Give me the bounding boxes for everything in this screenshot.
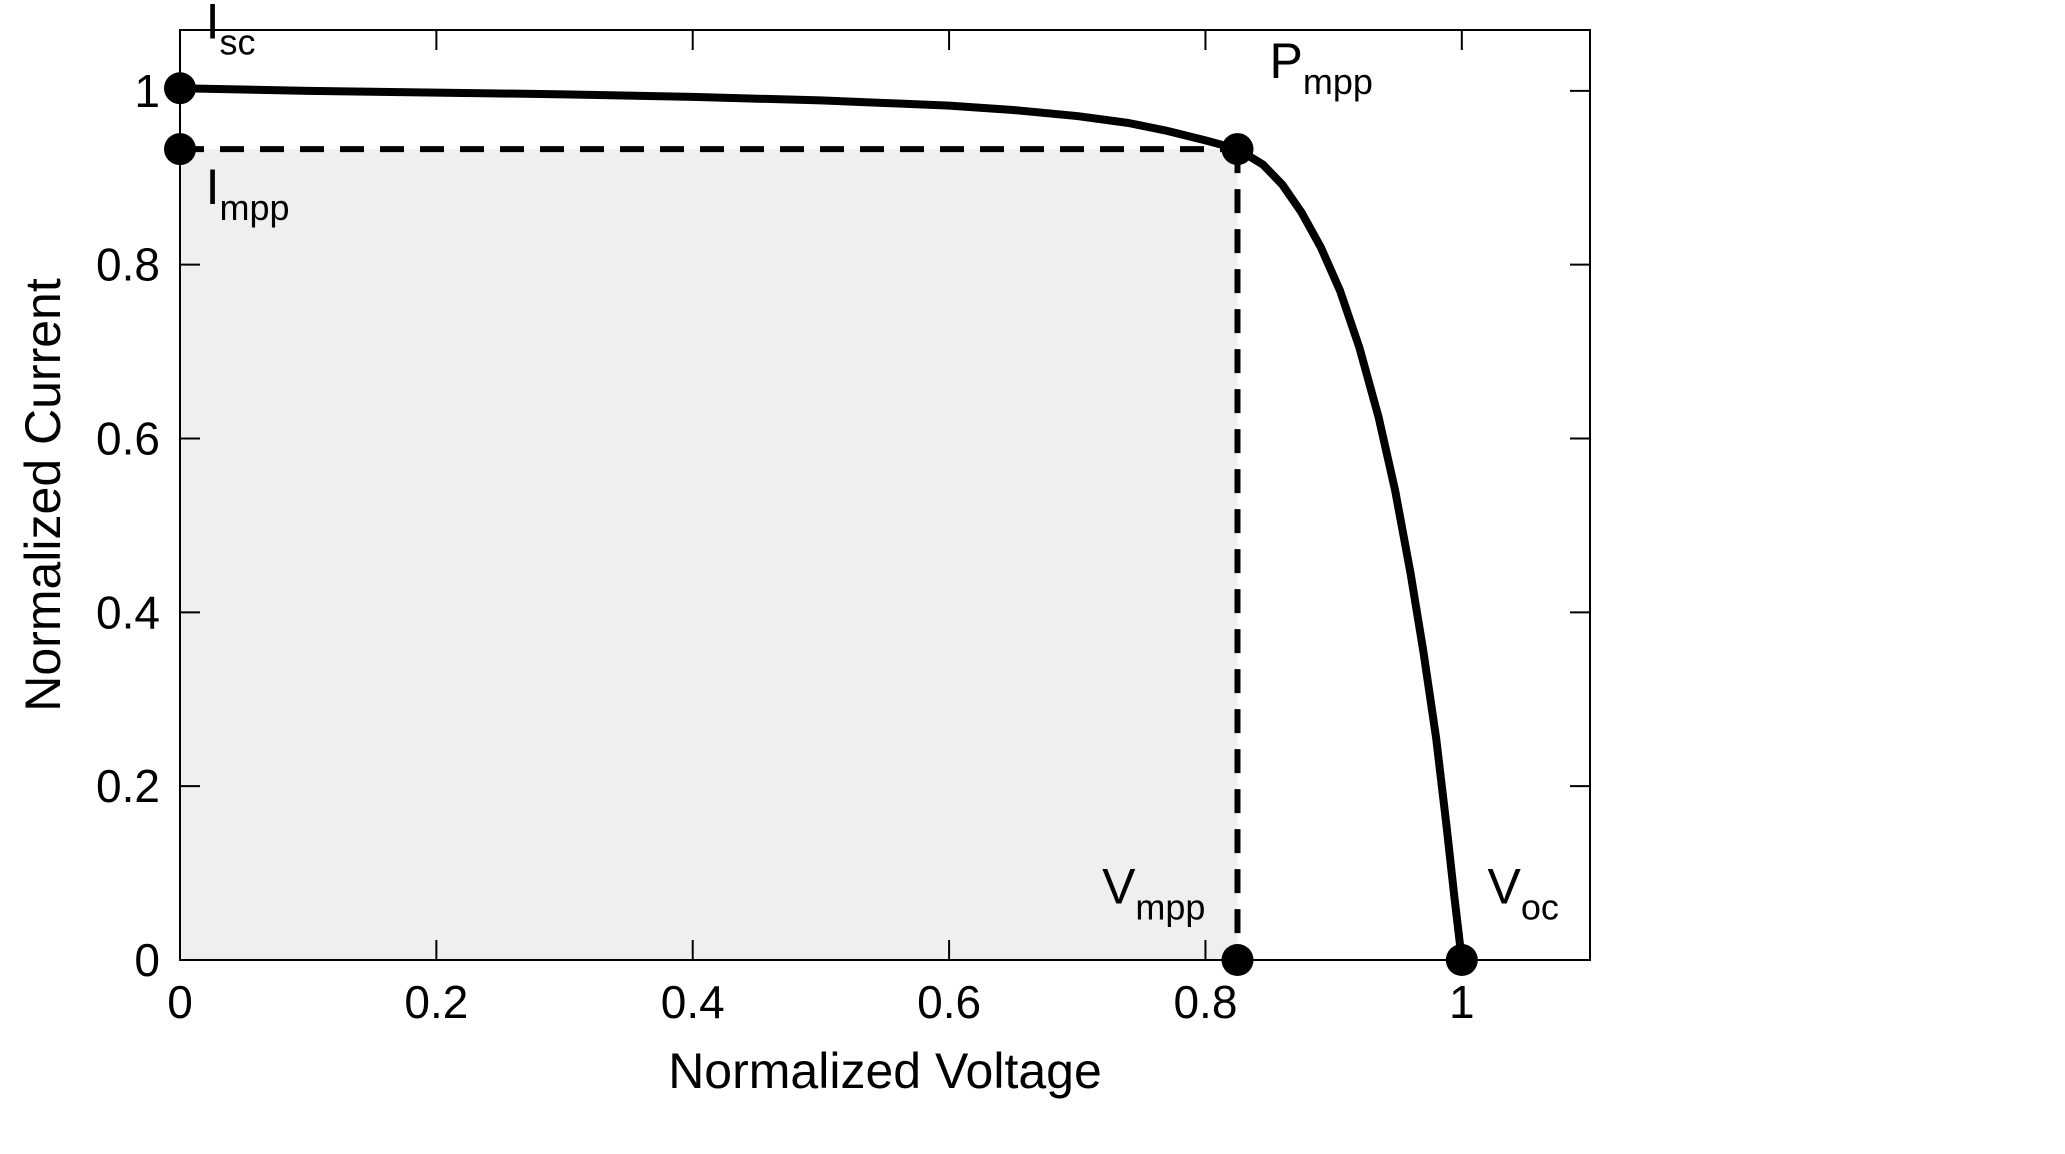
- annotation-isc: Isc: [206, 0, 256, 63]
- y-tick-label: 0.2: [96, 760, 160, 812]
- x-tick-label: 0: [167, 976, 193, 1028]
- data-marker: [164, 72, 196, 104]
- x-tick-label: 0.8: [1173, 976, 1237, 1028]
- data-marker: [1446, 944, 1478, 976]
- y-tick-label: 0: [134, 934, 160, 986]
- iv-curve-chart: 0 0.2 0.4 0.6 0.8 1 0 0.2 0.4 0.6 0.8 1 Normalized V…: [0, 0, 2065, 1154]
- x-tick-label: 0.6: [917, 976, 981, 1028]
- y-tick-label: 0.6: [96, 413, 160, 465]
- data-marker: [164, 133, 196, 165]
- x-axis-label: Normalized Voltage: [668, 1043, 1102, 1099]
- y-tick-label: 1: [134, 65, 160, 117]
- annotation-voc: Voc: [1487, 859, 1558, 928]
- annotation-pmpp: Pmpp: [1270, 33, 1373, 102]
- y-tick-label: 0.4: [96, 586, 160, 638]
- x-tick-label: 1: [1449, 976, 1475, 1028]
- x-tick-label: 0.2: [404, 976, 468, 1028]
- data-marker: [1222, 133, 1254, 165]
- y-axis-label: Normalized Current: [15, 278, 71, 712]
- data-marker: [1222, 944, 1254, 976]
- mpp-fill-region: [180, 149, 1238, 960]
- x-tick-label: 0.4: [661, 976, 725, 1028]
- y-tick-label: 0.8: [96, 239, 160, 291]
